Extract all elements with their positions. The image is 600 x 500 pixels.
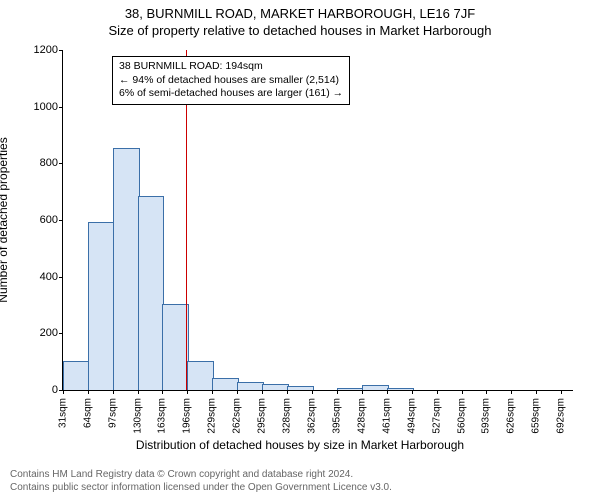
x-axis-label: Distribution of detached houses by size … (0, 438, 600, 452)
histogram-bar (138, 196, 165, 390)
x-tick-label: 494sqm (406, 398, 417, 434)
x-tick-label: 626sqm (506, 398, 517, 434)
info-box: 38 BURNMILL ROAD: 194sqm ← 94% of detach… (112, 56, 350, 105)
y-tick-label: 800 (18, 157, 58, 169)
y-tick-label: 200 (18, 327, 58, 339)
y-tick-mark (59, 163, 63, 164)
x-tick-mark (387, 390, 388, 394)
y-tick-mark (59, 50, 63, 51)
y-tick-mark (59, 277, 63, 278)
x-tick-mark (212, 390, 213, 394)
histogram-bar (63, 361, 90, 390)
x-tick-label: 362sqm (307, 398, 318, 434)
x-tick-mark (561, 390, 562, 394)
title-sub: Size of property relative to detached ho… (0, 21, 600, 38)
x-tick-mark (113, 390, 114, 394)
chart-area: 02004006008001000120031sqm64sqm97sqm130s… (62, 50, 572, 390)
x-tick-label: 328sqm (281, 398, 292, 434)
x-tick-label: 196sqm (182, 398, 193, 434)
histogram-bar (387, 388, 414, 390)
x-tick-mark (412, 390, 413, 394)
histogram-bar (337, 388, 364, 390)
y-tick-label: 600 (18, 214, 58, 226)
histogram-bar (212, 378, 239, 390)
x-tick-label: 163sqm (157, 398, 168, 434)
x-tick-label: 593sqm (481, 398, 492, 434)
x-tick-mark (187, 390, 188, 394)
x-tick-label: 64sqm (82, 398, 93, 428)
x-tick-label: 560sqm (456, 398, 467, 434)
x-tick-mark (511, 390, 512, 394)
histogram-bar (113, 148, 140, 390)
x-tick-label: 295sqm (256, 398, 267, 434)
x-tick-mark (337, 390, 338, 394)
title-main: 38, BURNMILL ROAD, MARKET HARBOROUGH, LE… (0, 0, 600, 21)
histogram-bar (88, 222, 115, 390)
x-tick-mark (262, 390, 263, 394)
x-tick-label: 31sqm (58, 398, 69, 428)
y-tick-mark (59, 220, 63, 221)
x-tick-label: 229sqm (207, 398, 218, 434)
x-tick-label: 262sqm (232, 398, 243, 434)
y-tick-mark (59, 333, 63, 334)
footer: Contains HM Land Registry data © Crown c… (10, 468, 392, 494)
x-tick-label: 428sqm (357, 398, 368, 434)
x-tick-mark (237, 390, 238, 394)
histogram-bar (237, 382, 264, 390)
y-tick-label: 400 (18, 271, 58, 283)
x-tick-mark (486, 390, 487, 394)
x-tick-label: 659sqm (531, 398, 542, 434)
x-tick-label: 97sqm (107, 398, 118, 428)
histogram-bar (187, 361, 214, 390)
footer-line-2: Contains public sector information licen… (10, 481, 392, 494)
x-tick-mark (312, 390, 313, 394)
info-line-1: 38 BURNMILL ROAD: 194sqm (119, 60, 343, 74)
y-tick-label: 0 (18, 384, 58, 396)
info-line-2: ← 94% of detached houses are smaller (2,… (119, 74, 343, 88)
x-tick-label: 130sqm (132, 398, 143, 434)
info-line-3: 6% of semi-detached houses are larger (1… (119, 87, 343, 101)
x-tick-mark (63, 390, 64, 394)
y-axis-label: Number of detached properties (0, 137, 10, 302)
histogram-bar (362, 385, 389, 390)
footer-line-1: Contains HM Land Registry data © Crown c… (10, 468, 392, 481)
y-tick-mark (59, 107, 63, 108)
x-tick-mark (287, 390, 288, 394)
chart-container: 38, BURNMILL ROAD, MARKET HARBOROUGH, LE… (0, 0, 600, 500)
x-tick-mark (536, 390, 537, 394)
y-tick-label: 1000 (18, 101, 58, 113)
x-tick-label: 527sqm (431, 398, 442, 434)
histogram-bar (287, 386, 315, 390)
x-tick-label: 461sqm (381, 398, 392, 434)
y-tick-label: 1200 (18, 44, 58, 56)
x-tick-mark (162, 390, 163, 394)
histogram-bar (262, 384, 289, 390)
x-tick-label: 395sqm (332, 398, 343, 434)
x-tick-mark (462, 390, 463, 394)
x-tick-mark (88, 390, 89, 394)
x-tick-mark (362, 390, 363, 394)
x-tick-mark (437, 390, 438, 394)
x-tick-mark (138, 390, 139, 394)
x-tick-label: 692sqm (555, 398, 566, 434)
